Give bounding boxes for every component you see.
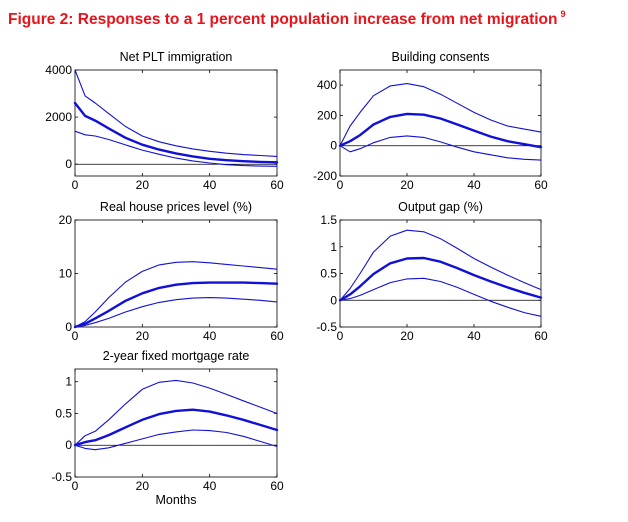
series-line-upper	[74, 69, 278, 157]
x-tick-label: 60	[270, 479, 284, 493]
series-line-median	[338, 112, 543, 149]
x-tick-label: 0	[72, 479, 79, 493]
panel-title: Net PLT immigration	[120, 50, 233, 64]
chart-panel-4: Output gap (%)0 20 40 60-0.500.511.5	[316, 200, 548, 343]
series-line-lower	[339, 277, 542, 317]
series-line-median	[73, 281, 279, 329]
figure-footnote-mark: 9	[560, 9, 566, 19]
series-line-median	[73, 408, 279, 447]
y-tick-label: 1	[330, 240, 337, 254]
panel-title: 2-year fixed mortgage rate	[103, 349, 250, 363]
y-tick-label: -0.5	[316, 320, 337, 334]
series-line-median	[338, 256, 543, 302]
y-tick-label: 0	[330, 139, 337, 153]
x-tick-label: 40	[467, 329, 481, 343]
y-tick-label: 0.5	[320, 267, 337, 281]
y-tick-label: 0	[330, 293, 337, 307]
figure-title-text: Figure 2: Responses to a 1 percent popul…	[8, 11, 558, 28]
series-line-upper	[339, 83, 542, 147]
figure-title: Figure 2: Responses to a 1 percent popul…	[8, 9, 566, 29]
y-tick-label: 0.5	[55, 406, 72, 420]
panel-title: Real house prices level (%)	[100, 200, 252, 214]
x-tick-label: 0	[337, 178, 344, 192]
series-line-lower	[339, 135, 542, 161]
panel-frame	[339, 219, 542, 328]
series-line-upper	[339, 229, 542, 301]
x-tick-label: 20	[400, 178, 414, 192]
panel-title: Building consents	[392, 50, 490, 64]
panel-title: Output gap (%)	[398, 200, 483, 214]
series-line-upper	[74, 379, 278, 446]
x-tick-label: 60	[270, 178, 284, 192]
y-tick-label: -0.5	[51, 470, 72, 484]
series-line-lower	[74, 297, 278, 328]
chart-panel-3: Real house prices level (%) 0 20 40 60 0 10 20	[59, 200, 284, 343]
x-tick-label: 20	[136, 329, 150, 343]
x-tick-label: 60	[534, 178, 548, 192]
y-tick-label: 4000	[45, 63, 72, 77]
series-line-lower	[74, 429, 278, 451]
x-axis-label: Months	[156, 493, 197, 507]
x-tick-label: 60	[270, 329, 284, 343]
x-tick-label: 0	[72, 178, 79, 192]
x-tick-label: 20	[400, 329, 414, 343]
y-tick-label: -200	[313, 169, 337, 183]
series-line-upper	[74, 261, 278, 328]
y-tick-label: 400	[317, 78, 337, 92]
x-tick-label: 60	[534, 329, 548, 343]
x-tick-label: 40	[467, 178, 481, 192]
series-line-median	[73, 101, 279, 164]
x-tick-label: 20	[136, 178, 150, 192]
y-tick-label: 10	[59, 267, 73, 281]
panel-frame	[74, 69, 278, 177]
x-tick-label: 0	[337, 329, 344, 343]
panel-frame	[74, 219, 278, 328]
x-tick-label: 40	[203, 479, 217, 493]
chart-panel-1: Net PLT immigration 0 20 40 60 0 2000 4000	[45, 50, 284, 192]
y-tick-label: 2000	[45, 110, 72, 124]
y-tick-label: 200	[317, 108, 337, 122]
x-tick-label: 40	[203, 329, 217, 343]
y-tick-label: 0	[65, 157, 72, 171]
y-tick-label: 1.5	[320, 213, 337, 227]
y-tick-label: 1	[65, 375, 72, 389]
y-tick-label: 0	[65, 438, 72, 452]
x-tick-label: 0	[72, 329, 79, 343]
panel-frame	[74, 368, 278, 478]
y-tick-label: 20	[59, 213, 73, 227]
y-tick-label: 0	[65, 320, 72, 334]
x-tick-label: 20	[136, 479, 150, 493]
panel-frame	[339, 69, 542, 177]
series-line-lower	[74, 130, 278, 167]
x-tick-label: 40	[203, 178, 217, 192]
